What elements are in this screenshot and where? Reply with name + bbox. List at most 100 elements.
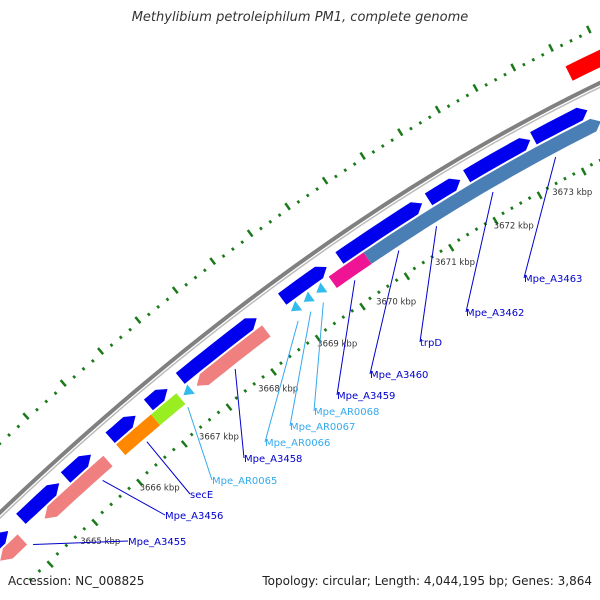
genome-summary-text: Topology: circular; Length: 4,044,195 bp… [262, 574, 592, 588]
gc-tick [72, 374, 77, 379]
gc-tick [59, 379, 67, 387]
gc-tick [585, 25, 592, 34]
gc-tick [456, 98, 460, 103]
gc-tick [334, 174, 338, 179]
feature-label-mpe_a3463: Mpe_A3463 [524, 274, 582, 285]
feature-labels: Mpe_A3455 Mpe_A3456 secE Mpe_AR0065 Mpe_A345… [33, 156, 582, 548]
feature-label-mpe_ar0068: Mpe_AR0068 [314, 407, 379, 418]
gc-tick [234, 396, 239, 400]
gc-tick [448, 243, 455, 252]
gc-tick [350, 308, 355, 313]
trna-mark-3 [303, 291, 315, 302]
feature-label-mpe_ar0066: Mpe_AR0066 [265, 438, 330, 449]
scale-label: 3666 kbp [140, 483, 180, 493]
gc-tick [305, 341, 310, 345]
gc-tick [394, 278, 399, 283]
feature-label-mpe_ar0067: Mpe_AR0067 [290, 422, 355, 433]
gc-tick [540, 53, 545, 57]
gc-tick [81, 366, 86, 371]
feature-label-mpe_a3460: Mpe_A3460 [370, 370, 428, 381]
gc-tick [315, 187, 320, 192]
leader-line [33, 540, 129, 545]
gc-tick [184, 282, 189, 287]
forward-gene-11 [530, 107, 588, 145]
leader-line [336, 280, 356, 396]
feature-label-mpe_a3456: Mpe_A3456 [165, 511, 223, 522]
scale-label: 3673 kbp [552, 188, 592, 198]
gc-tick [146, 312, 151, 317]
gc-tick [409, 126, 413, 131]
gc-tick [180, 440, 188, 448]
gc-tick [35, 407, 39, 412]
feature-label-mpe_a3462: Mpe_A3462 [466, 308, 524, 319]
gc-tick [510, 63, 517, 72]
gc-tick [427, 115, 432, 120]
gc-tick [28, 577, 33, 582]
forward-strand-track [0, 49, 600, 549]
gc-tick [510, 206, 514, 211]
rrna-feature [328, 252, 372, 288]
gc-tick [418, 120, 423, 125]
feature-label-mpe_ar0065: Mpe_AR0065 [212, 476, 277, 487]
gc-tick [368, 296, 372, 301]
gc-tick [323, 327, 328, 332]
gc-tick [359, 302, 366, 311]
gc-tick [493, 77, 498, 82]
leader-line [187, 406, 213, 481]
gc-tick [162, 455, 167, 460]
gc-tick [492, 216, 499, 225]
red-feature [565, 49, 600, 81]
trna-mark-1 [183, 384, 195, 396]
gc-tick [390, 138, 395, 143]
gc-tick [240, 240, 245, 245]
gc-tick [277, 213, 282, 218]
leader-line [369, 250, 400, 375]
leader-line [465, 191, 494, 313]
scale-label: 3670 kbp [376, 297, 416, 307]
gc-tick [305, 193, 310, 198]
gc-tick [90, 358, 95, 363]
gc-tick [246, 229, 254, 238]
leader-line [419, 226, 437, 343]
leader-line [234, 368, 245, 459]
gc-tick [380, 144, 385, 148]
gc-tick [559, 43, 564, 48]
backbone [0, 80, 600, 520]
gc-tick [376, 290, 381, 295]
gc-tick [202, 268, 207, 273]
gc-tick [22, 412, 30, 421]
gc-tick [554, 181, 558, 186]
gc-tick [421, 260, 426, 265]
forward-gene-3 [60, 454, 91, 483]
forward-gene-7 [278, 266, 327, 305]
gc-tick [252, 381, 257, 386]
scale-label: 3667 kbp [199, 433, 239, 443]
reverse-strand-track [0, 118, 600, 561]
forward-gene-5 [143, 389, 168, 411]
gc-tick [321, 176, 329, 185]
gc-tick [456, 238, 461, 242]
gc-tick [352, 162, 357, 167]
gc-tick [156, 304, 161, 309]
gc-tick [46, 560, 54, 568]
forward-gene-10 [463, 138, 531, 183]
gc-tick [501, 211, 505, 216]
scale-label: 3672 kbp [494, 222, 534, 232]
gc-tick [284, 202, 291, 211]
map-title: Methylibium petroleiphilum PM1, complete… [131, 10, 469, 25]
gc-tick [91, 518, 99, 527]
gc-tick [16, 424, 21, 429]
forward-gene-4 [105, 415, 136, 443]
gc-tick [270, 368, 277, 376]
reverse-cds-3 [196, 325, 271, 386]
gc-tick [548, 43, 554, 53]
gc-tick [171, 286, 179, 295]
gc-tick [207, 417, 212, 422]
orange-feature [116, 414, 161, 456]
leader-line [102, 479, 166, 516]
leader-line [264, 320, 299, 443]
gc-tick [522, 62, 526, 67]
gc-tick [341, 315, 346, 320]
